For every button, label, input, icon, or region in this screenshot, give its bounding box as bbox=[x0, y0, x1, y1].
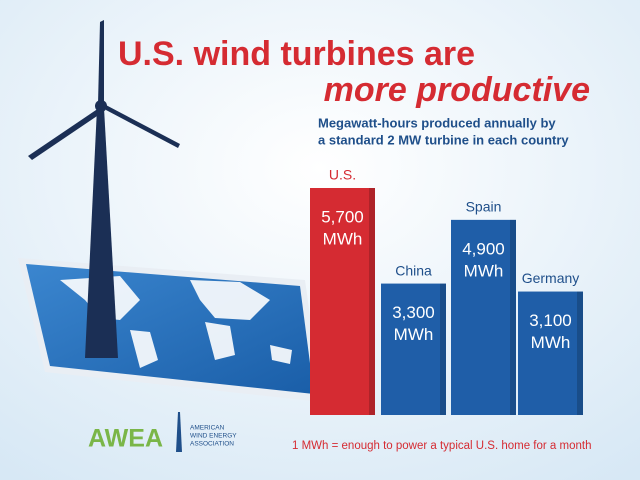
value-unit: MWh bbox=[394, 325, 434, 344]
category-label: Spain bbox=[466, 199, 502, 215]
subtitle-line: Megawatt-hours produced annually by bbox=[318, 115, 556, 130]
logo: AWEA AMERICAN WIND ENERGY ASSOCIATION bbox=[88, 412, 237, 453]
value-unit: MWh bbox=[464, 261, 504, 280]
bar bbox=[381, 283, 446, 415]
category-label: U.S. bbox=[329, 167, 356, 183]
logo-text: ASSOCIATION bbox=[190, 441, 234, 448]
category-label: China bbox=[395, 262, 432, 278]
bar bbox=[451, 219, 516, 415]
value-unit: MWh bbox=[323, 229, 363, 248]
title-line: more productive bbox=[324, 71, 590, 109]
value-label: 5,700 bbox=[321, 207, 364, 226]
subtitle-line: a standard 2 MW turbine in each country bbox=[318, 132, 569, 147]
category-label: Germany bbox=[522, 270, 580, 286]
value-label: 3,100 bbox=[529, 311, 572, 330]
bar-shade bbox=[369, 188, 375, 415]
title-line: U.S. wind turbines are bbox=[118, 35, 475, 73]
bar-chart: U.S. 5,700 MWh China 3,300 MWh Spain 4,900 MWh Ge… bbox=[310, 167, 583, 415]
logo-name: AWEA bbox=[88, 425, 163, 453]
bar bbox=[518, 291, 583, 415]
logo-text: AMERICAN bbox=[190, 425, 225, 432]
value-label: 3,300 bbox=[392, 303, 435, 322]
logo-text: WIND ENERGY bbox=[190, 433, 237, 440]
bar-shade bbox=[510, 219, 516, 415]
value-label: 4,900 bbox=[462, 239, 505, 258]
bar-shade bbox=[577, 291, 583, 415]
bar-shade bbox=[440, 283, 446, 415]
footnote: 1 MWh = enough to power a typical U.S. h… bbox=[292, 440, 591, 452]
wind-turbine bbox=[28, 20, 180, 358]
bar bbox=[310, 188, 375, 415]
value-unit: MWh bbox=[531, 333, 571, 352]
